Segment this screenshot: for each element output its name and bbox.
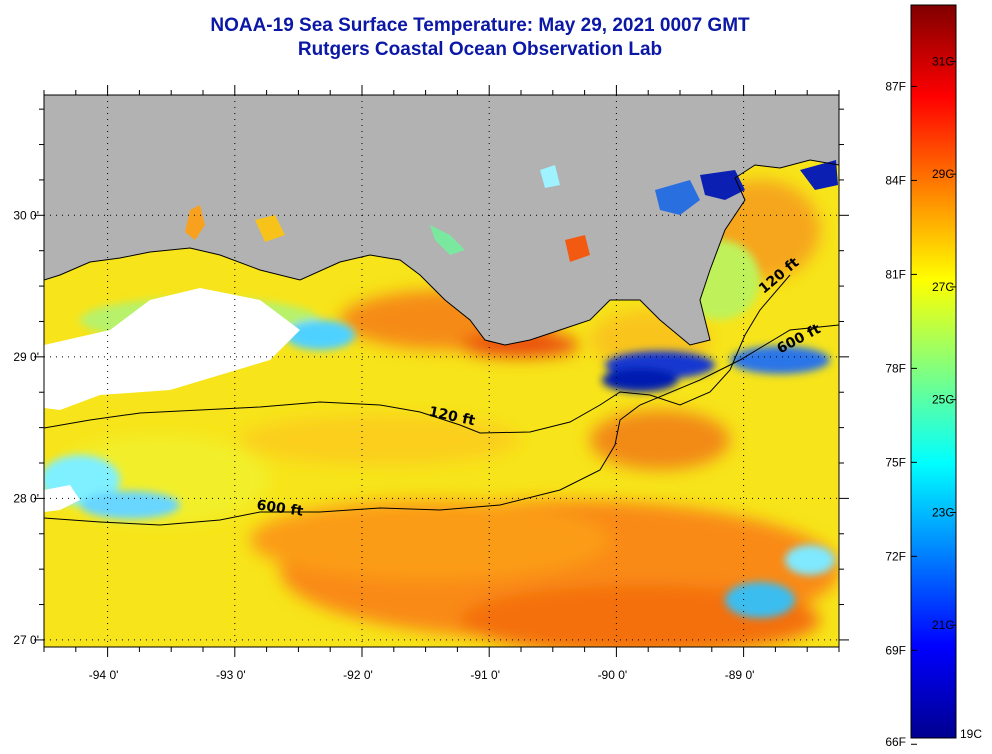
latitude-labels: 30 0' 29 0' 28 0' 27 0' <box>13 208 39 647</box>
colorbar-celsius-label: 31C <box>932 54 954 68</box>
colorbar-fahrenheit-label: 72F <box>885 549 906 563</box>
colorbar-fahrenheit-label: 75F <box>885 455 906 469</box>
colorbar-fahrenheit-label: 84F <box>885 173 906 187</box>
colorbar-celsius-labels: 31C 29C 27C 25C 23C 21C 19C <box>932 54 982 741</box>
lon-tick-label: -94 0' <box>89 668 119 682</box>
inland-water <box>185 160 838 262</box>
lon-tick-label: -92 0' <box>343 668 373 682</box>
colorbar-fahrenheit-label: 78F <box>885 361 906 375</box>
lat-tick-label: 29 0' <box>13 350 39 364</box>
map-subtitle: Rutgers Coastal Ocean Observation Lab <box>297 39 663 60</box>
colorbar <box>910 4 957 739</box>
colorbar-fahrenheit-label: 87F <box>885 79 906 93</box>
colorbar-fahrenheit-labels: 87F 84F 81F 78F 75F 72F 69F 66F <box>885 79 917 749</box>
colorbar-celsius-label: 25C <box>932 393 954 407</box>
grid-lines <box>44 95 839 647</box>
colorbar-fahrenheit-label: 81F <box>885 267 906 281</box>
lat-tick-label: 28 0' <box>13 491 39 505</box>
colorbar-celsius-label: 19C <box>960 727 982 741</box>
map-frame <box>43 94 840 648</box>
colorbar-celsius-label: 21C <box>932 618 954 632</box>
longitude-labels: -94 0' -93 0' -92 0' -91 0' -90 0' -89 0' <box>89 668 755 682</box>
map-title: NOAA-19 Sea Surface Temperature: May 29,… <box>210 15 750 36</box>
colorbar-celsius-label: 23C <box>932 505 954 519</box>
axis-ticks <box>34 85 849 657</box>
contour-label: 600 ft <box>256 497 305 519</box>
lon-tick-label: -90 0' <box>598 668 628 682</box>
lon-tick-label: -89 0' <box>725 668 755 682</box>
colorbar-fahrenheit-label: 66F <box>885 735 906 749</box>
contour-600ft <box>44 324 839 526</box>
title-block: NOAA-19 Sea Surface Temperature: May 29,… <box>40 14 920 62</box>
lon-tick-label: -93 0' <box>216 668 246 682</box>
land-mass <box>44 95 839 345</box>
colorbar-fahrenheit-label: 69F <box>885 643 906 657</box>
lat-tick-label: 27 0' <box>13 633 39 647</box>
lat-tick-label: 30 0' <box>13 208 39 222</box>
colorbar-celsius-label: 29C <box>932 167 954 181</box>
colorbar-celsius-label: 27C <box>932 280 954 294</box>
contour-120ft-west <box>44 274 791 434</box>
lon-tick-label: -91 0' <box>470 668 500 682</box>
